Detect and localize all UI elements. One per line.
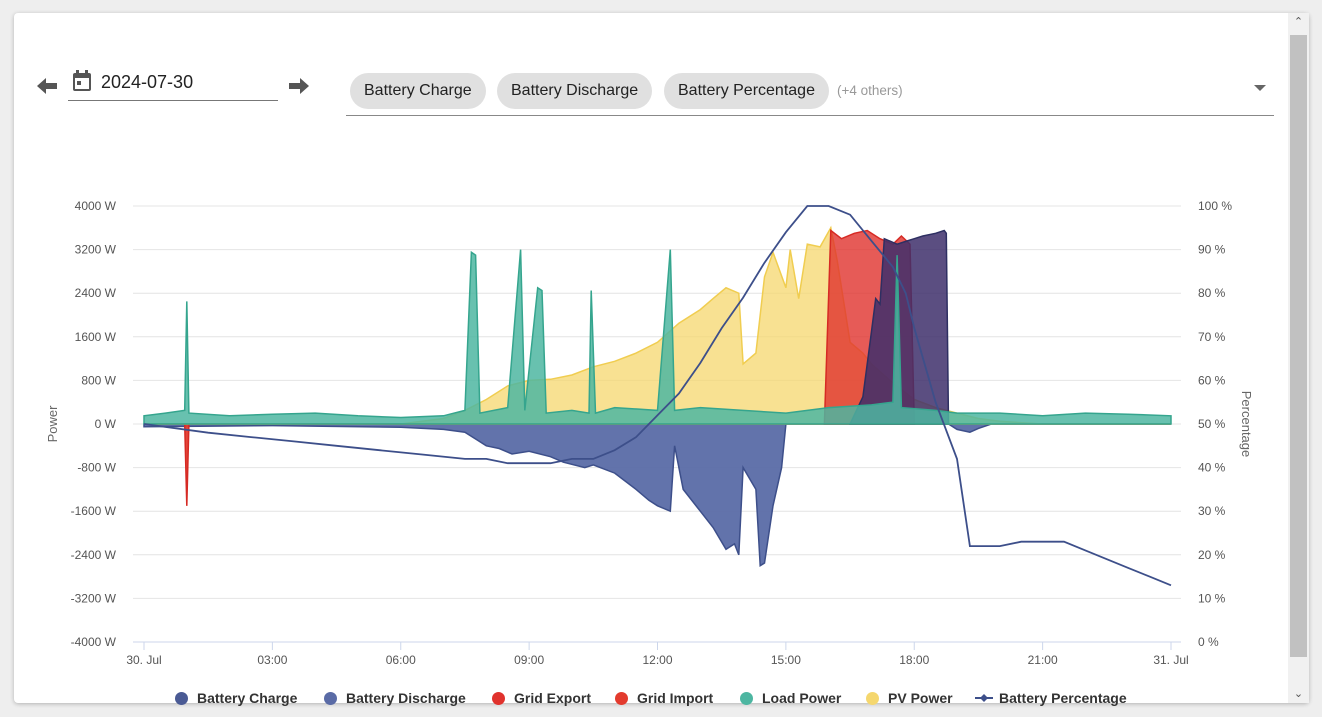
- legend-item-pv-power[interactable]: PV Power: [866, 688, 953, 708]
- arrow-right-icon: [289, 78, 309, 94]
- legend-marker: [975, 694, 993, 702]
- legend-label: Load Power: [762, 690, 842, 706]
- legend-label: Grid Export: [514, 690, 592, 706]
- legend-item-grid-import[interactable]: Grid Import: [615, 688, 713, 708]
- legend-marker: [615, 691, 628, 705]
- date-value: 2024-07-30: [101, 72, 194, 92]
- scrollbar[interactable]: ⌃ ⌄: [1288, 13, 1309, 703]
- calendar-icon[interactable]: [72, 70, 92, 92]
- legend-label: Grid Import: [637, 690, 714, 706]
- next-day-button[interactable]: [286, 74, 310, 98]
- chevron-down-icon[interactable]: [1254, 85, 1266, 91]
- chart-legend: Battery Charge Battery Discharge Grid Expo…: [0, 688, 1322, 708]
- legend-marker: [324, 691, 337, 705]
- date-picker-field[interactable]: 2024-07-30: [68, 66, 278, 101]
- scroll-up-icon[interactable]: ⌃: [1293, 16, 1304, 28]
- legend-marker: [492, 691, 505, 705]
- legend-label: Battery Percentage: [999, 690, 1127, 706]
- legend-item-battery-discharge[interactable]: Battery Discharge: [324, 688, 466, 708]
- legend-label: PV Power: [888, 690, 953, 706]
- legend-item-load-power[interactable]: Load Power: [740, 688, 841, 708]
- legend-label: Battery Discharge: [346, 690, 466, 706]
- series-select[interactable]: Battery Charge Battery Discharge Battery…: [346, 70, 1274, 116]
- previous-day-button[interactable]: [36, 74, 60, 98]
- others-count: (+4 others): [837, 83, 903, 98]
- scroll-down-icon[interactable]: ⌄: [1293, 688, 1304, 700]
- legend-item-battery-percentage[interactable]: Battery Percentage: [975, 688, 1127, 708]
- scroll-thumb[interactable]: [1290, 35, 1307, 657]
- legend-marker: [740, 691, 753, 705]
- legend-marker: [866, 691, 879, 705]
- chip-battery-discharge[interactable]: Battery Discharge: [497, 73, 653, 109]
- legend-label: Battery Charge: [197, 690, 298, 706]
- arrow-left-icon: [37, 78, 57, 94]
- legend-item-grid-export[interactable]: Grid Export: [492, 688, 591, 708]
- legend-marker: [175, 691, 188, 705]
- chip-battery-charge[interactable]: Battery Charge: [350, 73, 486, 109]
- legend-item-battery-charge[interactable]: Battery Charge: [175, 688, 297, 708]
- chart-card: [14, 13, 1309, 703]
- chip-battery-percentage[interactable]: Battery Percentage: [664, 73, 829, 109]
